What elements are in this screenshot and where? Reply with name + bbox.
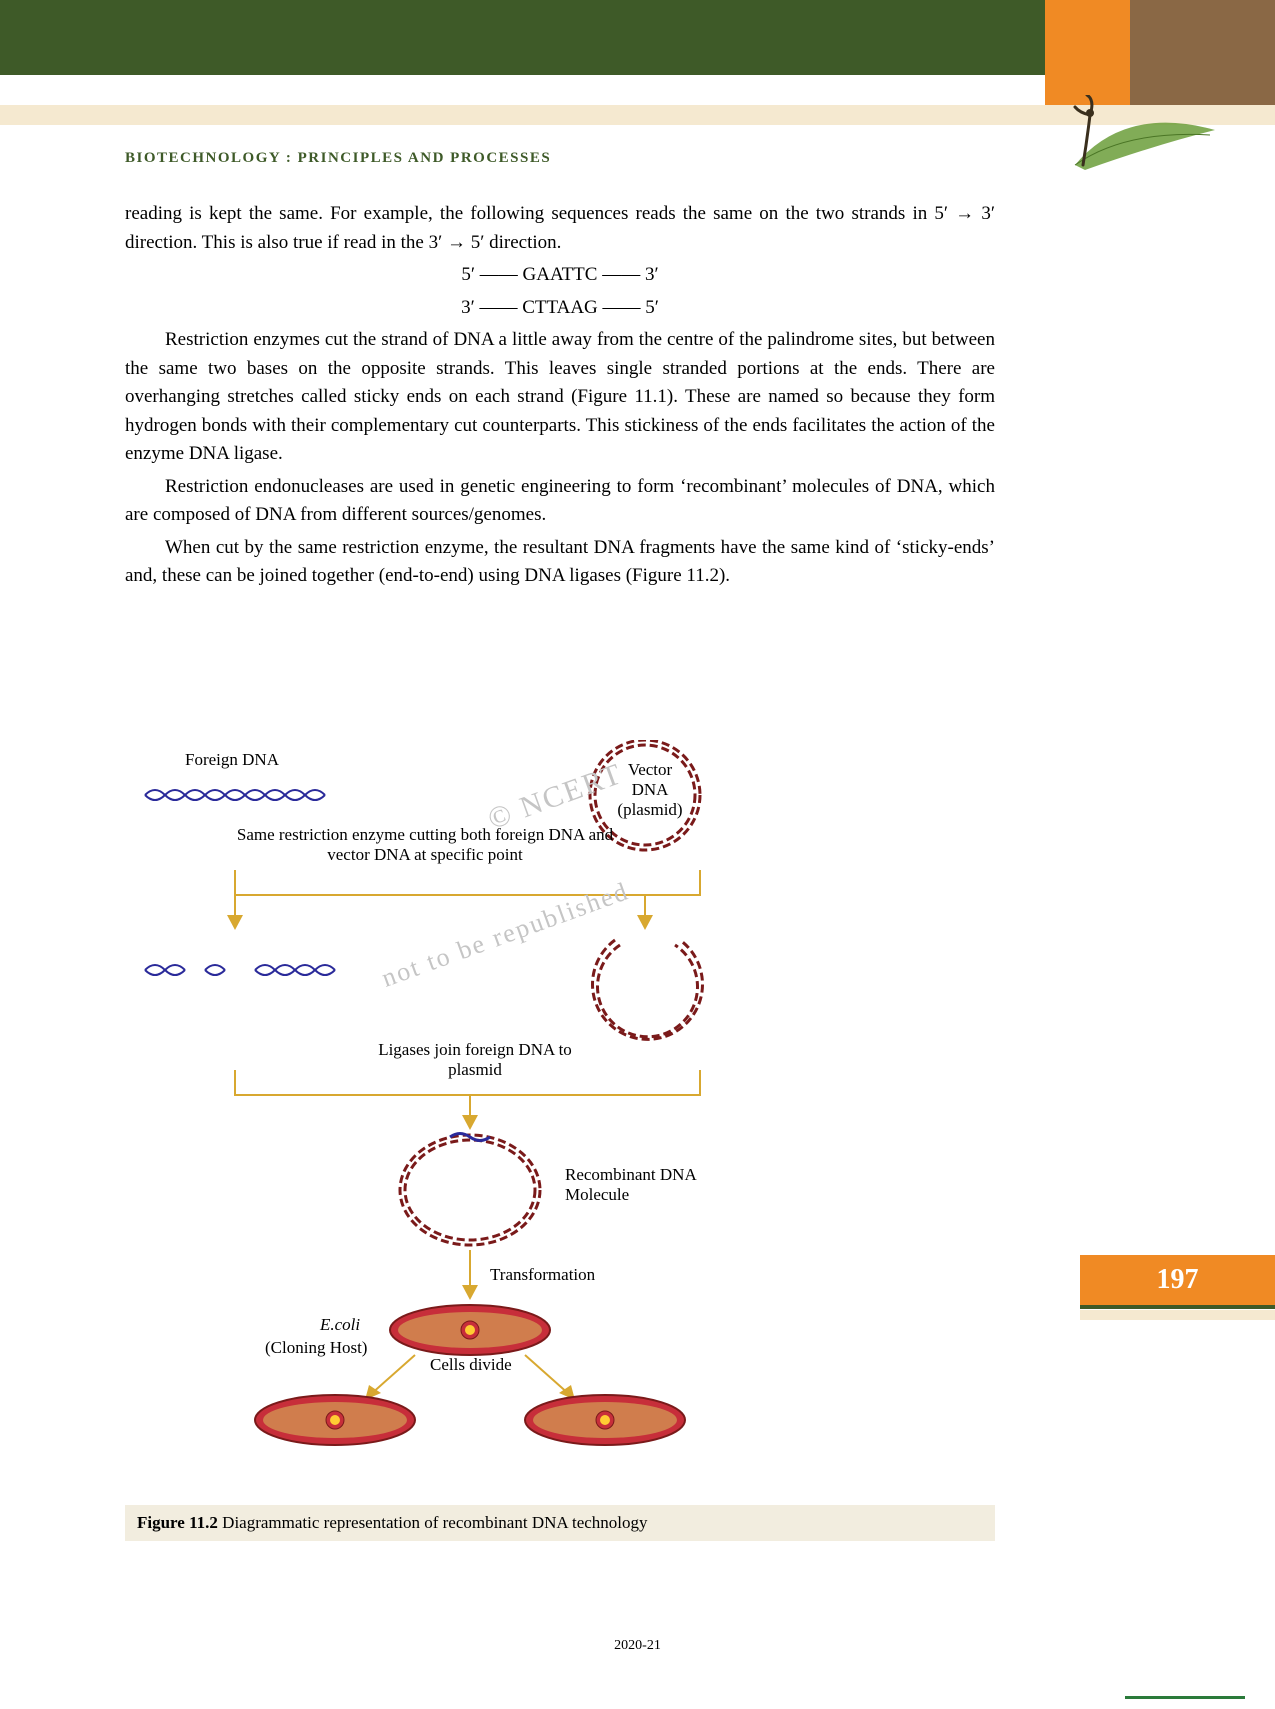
figure-number: Figure 11.2 xyxy=(137,1513,218,1532)
label-ligases: Ligases join foreign DNA to plasmid xyxy=(350,1040,600,1080)
figure-caption-text: Diagrammatic representation of recombina… xyxy=(218,1513,648,1532)
recombinant-dna-diagram: © NCERT not to be republished Foreign DN… xyxy=(125,740,995,1480)
orange-tab xyxy=(1045,0,1130,108)
footer-bar xyxy=(1125,1696,1245,1699)
paragraph-3: Restriction endonucleases are used in ge… xyxy=(125,473,995,530)
label-ecoli: E.coli xyxy=(320,1315,360,1335)
logo-decoration xyxy=(1045,95,1225,190)
label-cells-divide: Cells divide xyxy=(430,1355,512,1375)
paragraph-4: When cut by the same restriction enzyme,… xyxy=(125,534,995,591)
dna-sequence-1: 5′ —— GAATTC —— 3′ xyxy=(125,261,995,290)
chapter-header: BIOTECHNOLOGY : PRINCIPLES AND PROCESSES xyxy=(125,150,551,167)
label-restriction-note: Same restriction enzyme cutting both for… xyxy=(225,825,625,865)
page-stripe xyxy=(1080,1305,1275,1309)
page-stripe-beige xyxy=(1080,1310,1275,1320)
label-cloning-host: (Cloning Host) xyxy=(265,1338,367,1358)
label-vector-dna: Vector DNA (plasmid) xyxy=(605,760,695,820)
paragraph-2: Restriction enzymes cut the strand of DN… xyxy=(125,326,995,469)
page-number: 197 xyxy=(1080,1255,1275,1305)
label-transformation: Transformation xyxy=(490,1265,595,1285)
footer-year: 2020-21 xyxy=(0,1638,1275,1654)
paragraph-1: reading is kept the same. For example, t… xyxy=(125,200,995,257)
dna-sequence-2: 3′ —— CTTAAG —— 5′ xyxy=(125,294,995,323)
body-content: reading is kept the same. For example, t… xyxy=(125,200,995,595)
figure-caption: Figure 11.2 Diagrammatic representation … xyxy=(125,1505,995,1541)
label-recombinant: Recombinant DNA Molecule xyxy=(565,1165,765,1205)
label-foreign-dna: Foreign DNA xyxy=(185,750,279,770)
